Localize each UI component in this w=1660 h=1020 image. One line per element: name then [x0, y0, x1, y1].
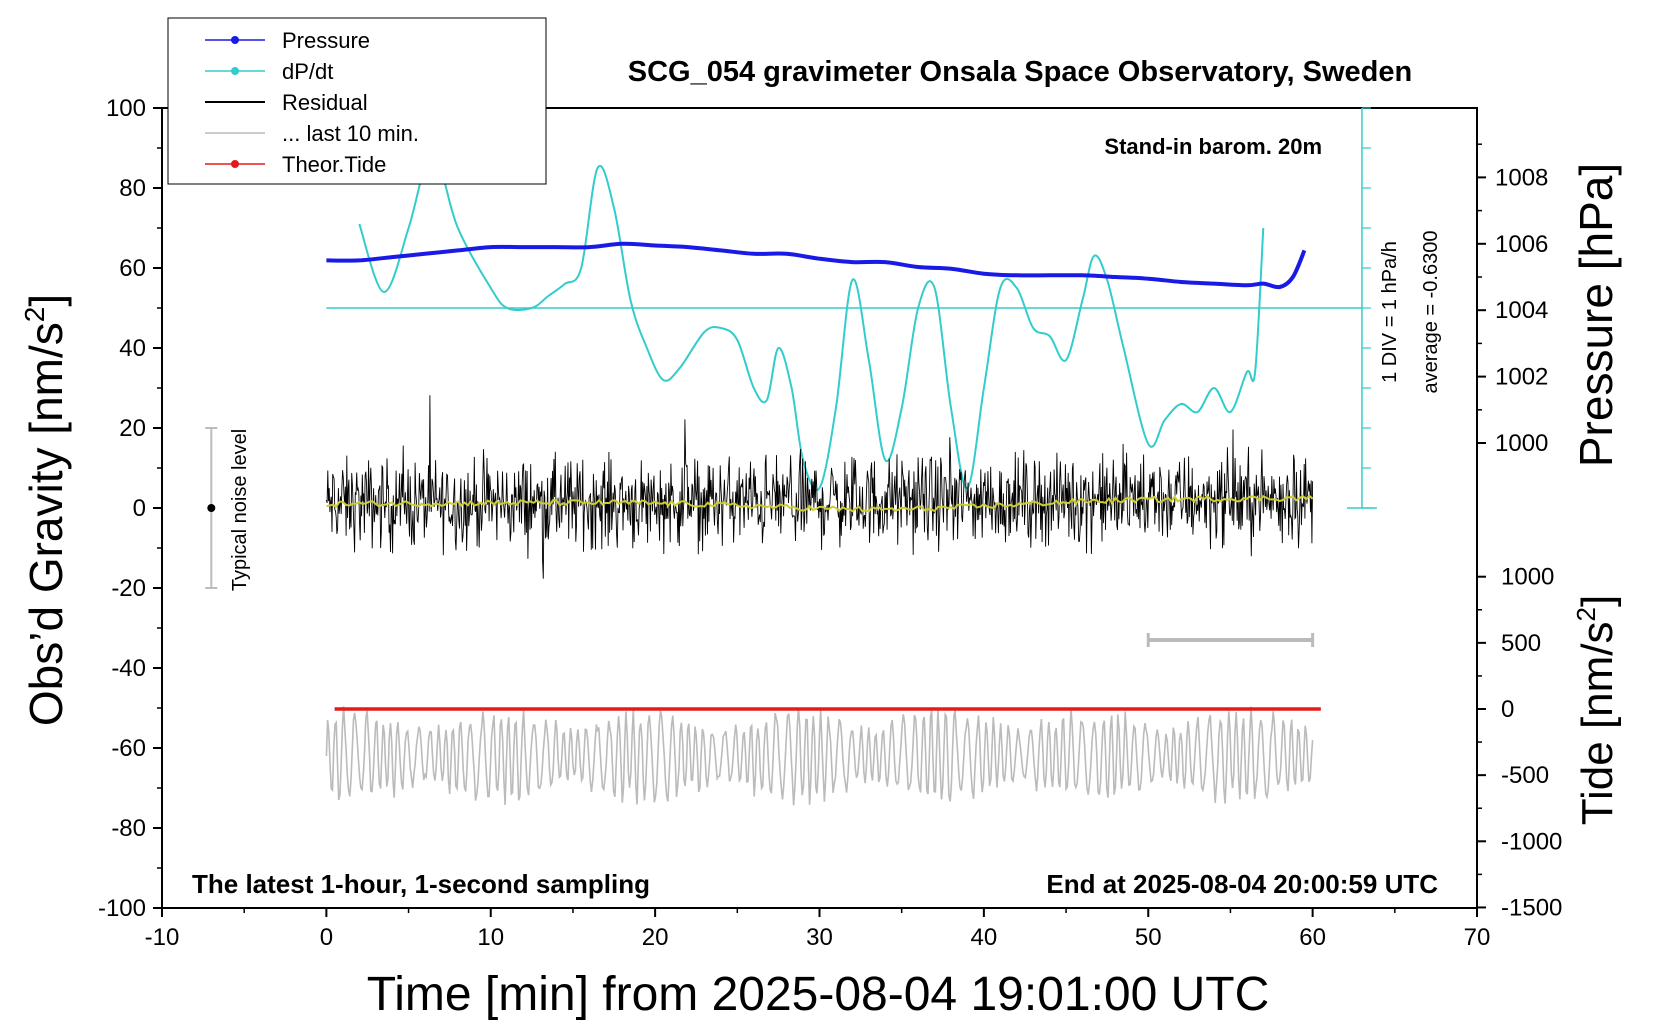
pressure-tick-label: 1002	[1495, 364, 1548, 391]
tide-tick-label: -1500	[1501, 894, 1562, 921]
y-tick-label: -60	[111, 735, 146, 762]
y-axis-label-main: Obs’d Gravity [nm/s2]	[19, 294, 72, 726]
legend-marker	[231, 36, 239, 44]
legend-label: Theor.Tide	[282, 152, 386, 177]
y-tick-label: -100	[98, 895, 146, 922]
tide-tick-label: -500	[1501, 762, 1549, 789]
legend-label: ... last 10 min.	[282, 121, 419, 146]
y-tick-label: 0	[133, 495, 146, 522]
x-axis-label: Time [min] from 2025-08-04 19:01:00 UTC	[367, 968, 1270, 1020]
y-tick-label: -40	[111, 655, 146, 682]
x-tick-label: 20	[642, 924, 669, 951]
pressure-axis-ticks: 1000 1002 1004 1006 1008	[1477, 143, 1548, 457]
legend-label: Pressure	[282, 28, 370, 53]
y-tick-label: 20	[119, 415, 146, 442]
noise-bar-center-dot	[207, 504, 216, 512]
y-tick-label: 80	[119, 175, 146, 202]
y-axis-label-tide: Tide [nm/s2]	[1571, 595, 1622, 825]
pressure-tick-label: 1000	[1495, 430, 1548, 457]
legend: Pressure dP/dt Residual ... last 10 min. The…	[167, 17, 547, 185]
y-tick-label: 60	[119, 255, 146, 282]
x-tick-label: 30	[806, 924, 833, 951]
y-tick-label: 100	[106, 95, 146, 122]
stand-in-label: Stand-in barom. 20m	[1104, 134, 1322, 159]
y-axis-label-pressure: Pressure [hPa]	[1570, 163, 1622, 467]
x-axis-ticks: -10 0 10 20 30 40 50 60 70	[145, 908, 1491, 951]
noise-level-label: Typical noise level	[229, 429, 251, 591]
y-axis-label-main-text: Obs’d Gravity [nm/s	[20, 322, 72, 726]
legend-marker	[231, 160, 239, 168]
legend-label: dP/dt	[282, 59, 333, 84]
y-tick-label: -80	[111, 815, 146, 842]
residual-line	[325, 395, 1314, 579]
tide-tick-label: -1000	[1501, 828, 1562, 855]
pressure-tick-label: 1008	[1495, 164, 1548, 191]
dpdt-line	[358, 151, 1265, 491]
y-axis-ticks: -100 -80 -60 -40 -20 0 20 40 60 80 100	[98, 95, 162, 922]
tide-tick-label: 500	[1501, 630, 1541, 657]
chart-title: SCG_054 gravimeter Onsala Space Observat…	[628, 56, 1412, 88]
bottom-left-note: The latest 1-hour, 1-second sampling	[192, 869, 650, 899]
y-axis-label-main-sup: 2	[19, 307, 50, 323]
y-axis-label-main-end: ]	[20, 294, 72, 307]
y-axis-label-tide-end: ]	[1573, 595, 1622, 607]
residual-smoothed-line	[326, 494, 1314, 513]
y-axis-label-tide-text: Tide [nm/s	[1573, 621, 1622, 825]
x-tick-label: 0	[320, 924, 333, 951]
tide-tick-label: 0	[1501, 696, 1514, 723]
legend-label: Residual	[282, 90, 368, 115]
bottom-right-note: End at 2025-08-04 20:00:59 UTC	[1046, 869, 1438, 899]
y-tick-label: 40	[119, 335, 146, 362]
tide-tick-label: 1000	[1501, 564, 1554, 591]
x-tick-label: 50	[1135, 924, 1162, 951]
y-tick-label: -20	[111, 575, 146, 602]
x-tick-label: 10	[477, 924, 504, 951]
average-note: average = -0.6300	[1420, 231, 1442, 394]
pressure-tick-label: 1004	[1495, 297, 1548, 324]
series-layer	[205, 151, 1362, 806]
tide-axis-ticks: -1500 -1000 -500 0 500 1000	[1477, 564, 1562, 921]
last-10-min-line	[325, 706, 1314, 806]
legend-entries: Pressure dP/dt Residual ... last 10 min. The…	[205, 28, 419, 177]
pressure-line	[326, 241, 1307, 290]
pressure-tick-label: 1006	[1495, 231, 1548, 258]
x-tick-label: 60	[1299, 924, 1326, 951]
legend-marker	[231, 67, 239, 75]
y-axis-label-tide-sup: 2	[1571, 607, 1601, 621]
div-note: 1 DIV = 1 hPa/h	[1379, 241, 1401, 383]
x-tick-label: 40	[971, 924, 998, 951]
x-tick-label: -10	[145, 924, 180, 951]
x-tick-label: 70	[1464, 924, 1491, 951]
